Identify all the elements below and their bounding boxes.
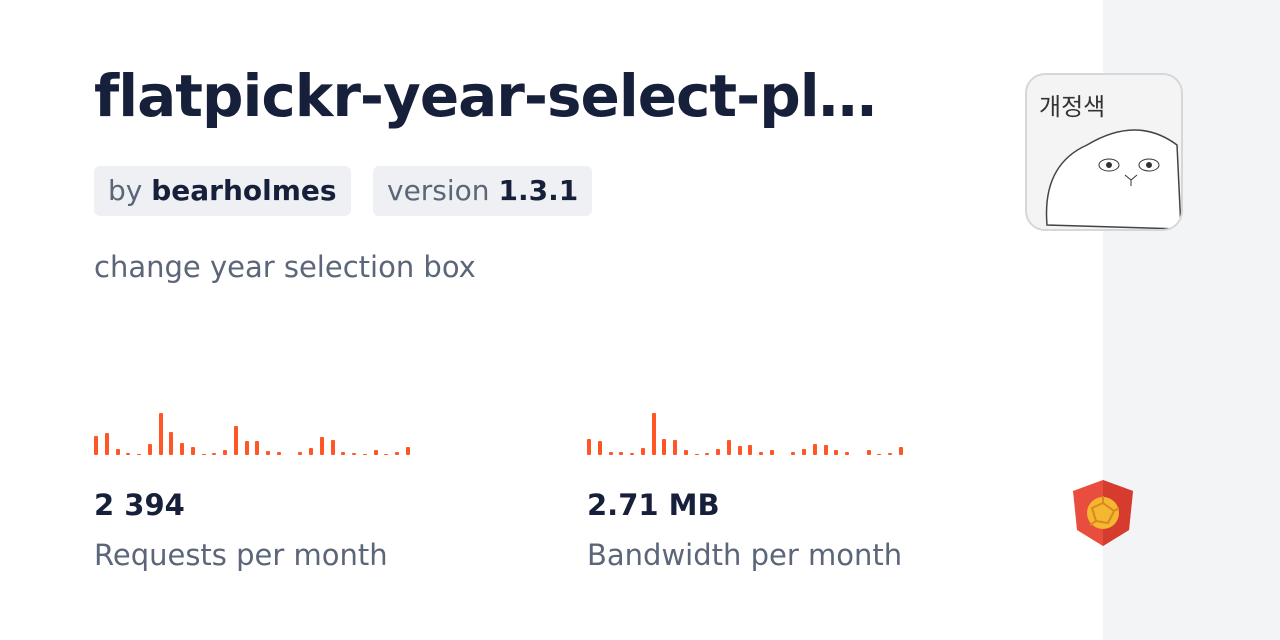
sparkline-bar	[802, 449, 806, 455]
sparkline-bar	[608, 452, 613, 455]
bandwidth-sparkline	[587, 405, 917, 455]
sparkline-bar	[405, 446, 410, 455]
sparkline-bar	[673, 440, 677, 455]
author-tag[interactable]: by bearholmes	[94, 166, 351, 216]
sparkline-bar	[630, 453, 634, 455]
sparkline-bar	[137, 453, 141, 455]
sparkline-bar	[115, 449, 120, 455]
sparkline-bar	[877, 453, 882, 455]
sparkline-bar	[190, 446, 195, 455]
sparkline-bar	[823, 444, 828, 455]
avatar-text: 개정색	[1039, 93, 1106, 121]
bandwidth-label: Bandwidth per month	[587, 538, 903, 572]
sparkline-bar	[619, 452, 624, 455]
sparkline-bar	[694, 453, 699, 455]
sparkline-bar	[233, 425, 238, 455]
sparkline-bar	[651, 413, 656, 455]
version-prefix: version	[387, 174, 490, 207]
sparkline-bar	[352, 453, 356, 455]
author-avatar: 개정색	[1025, 73, 1183, 231]
sparkline-bar	[737, 445, 742, 455]
sparkline-bar	[341, 452, 346, 455]
sparkline-bar	[319, 437, 324, 455]
sparkline-bar	[180, 442, 184, 455]
sparkline-bar	[888, 453, 892, 455]
requests-label: Requests per month	[94, 538, 388, 572]
sparkline-bar	[866, 450, 871, 455]
sparkline-bar	[395, 452, 399, 455]
jsdelivr-logo-icon	[1070, 478, 1136, 552]
sparkline-bar	[705, 453, 710, 455]
sparkline-bar	[201, 453, 206, 455]
version-number: 1.3.1	[498, 174, 579, 207]
sparkline-bar	[126, 453, 131, 455]
sparkline-bar	[748, 444, 753, 455]
sparkline-bar	[309, 448, 313, 455]
sparkline-bar	[597, 441, 602, 455]
package-description: change year selection box	[94, 250, 476, 284]
sparkline-bar	[362, 453, 367, 455]
sparkline-bar	[104, 433, 109, 455]
sparkline-bar	[276, 452, 281, 455]
sparkline-bar	[662, 439, 667, 455]
author-name: bearholmes	[151, 174, 337, 207]
sparkline-bar	[330, 440, 335, 455]
sparkline-bar	[640, 448, 645, 455]
package-title: flatpickr-year-select-pl…	[94, 62, 877, 130]
sparkline-bar	[212, 453, 217, 455]
sparkline-bar	[769, 450, 774, 455]
sparkline-bar	[812, 443, 817, 455]
requests-sparkline	[94, 405, 424, 455]
sparkline-bar	[147, 443, 152, 455]
sparkline-bar	[255, 441, 260, 455]
sparkline-bar	[683, 450, 688, 455]
sparkline-bar	[898, 446, 903, 455]
sparkline-bar	[759, 452, 763, 455]
sparkline-bar	[726, 440, 731, 455]
sparkline-bar	[791, 452, 796, 455]
sparkline-bar	[845, 452, 849, 455]
version-tag: version 1.3.1	[373, 166, 593, 216]
bandwidth-value: 2.71 MB	[587, 488, 720, 522]
sparkline-bar	[298, 452, 303, 455]
sparkline-bar	[373, 450, 378, 455]
sparkline-bar	[94, 436, 98, 455]
sparkline-bar	[158, 413, 163, 455]
sparkline-bar	[384, 453, 389, 455]
sparkline-bar	[266, 451, 270, 455]
sparkline-bar	[834, 450, 839, 455]
sparkline-bar	[587, 439, 591, 455]
sparkline-bar	[244, 441, 249, 455]
author-prefix: by	[108, 174, 143, 207]
sparkline-bar	[223, 450, 227, 455]
sparkline-bar	[716, 449, 720, 455]
sparkline-bar	[169, 432, 174, 455]
requests-value: 2 394	[94, 488, 185, 522]
